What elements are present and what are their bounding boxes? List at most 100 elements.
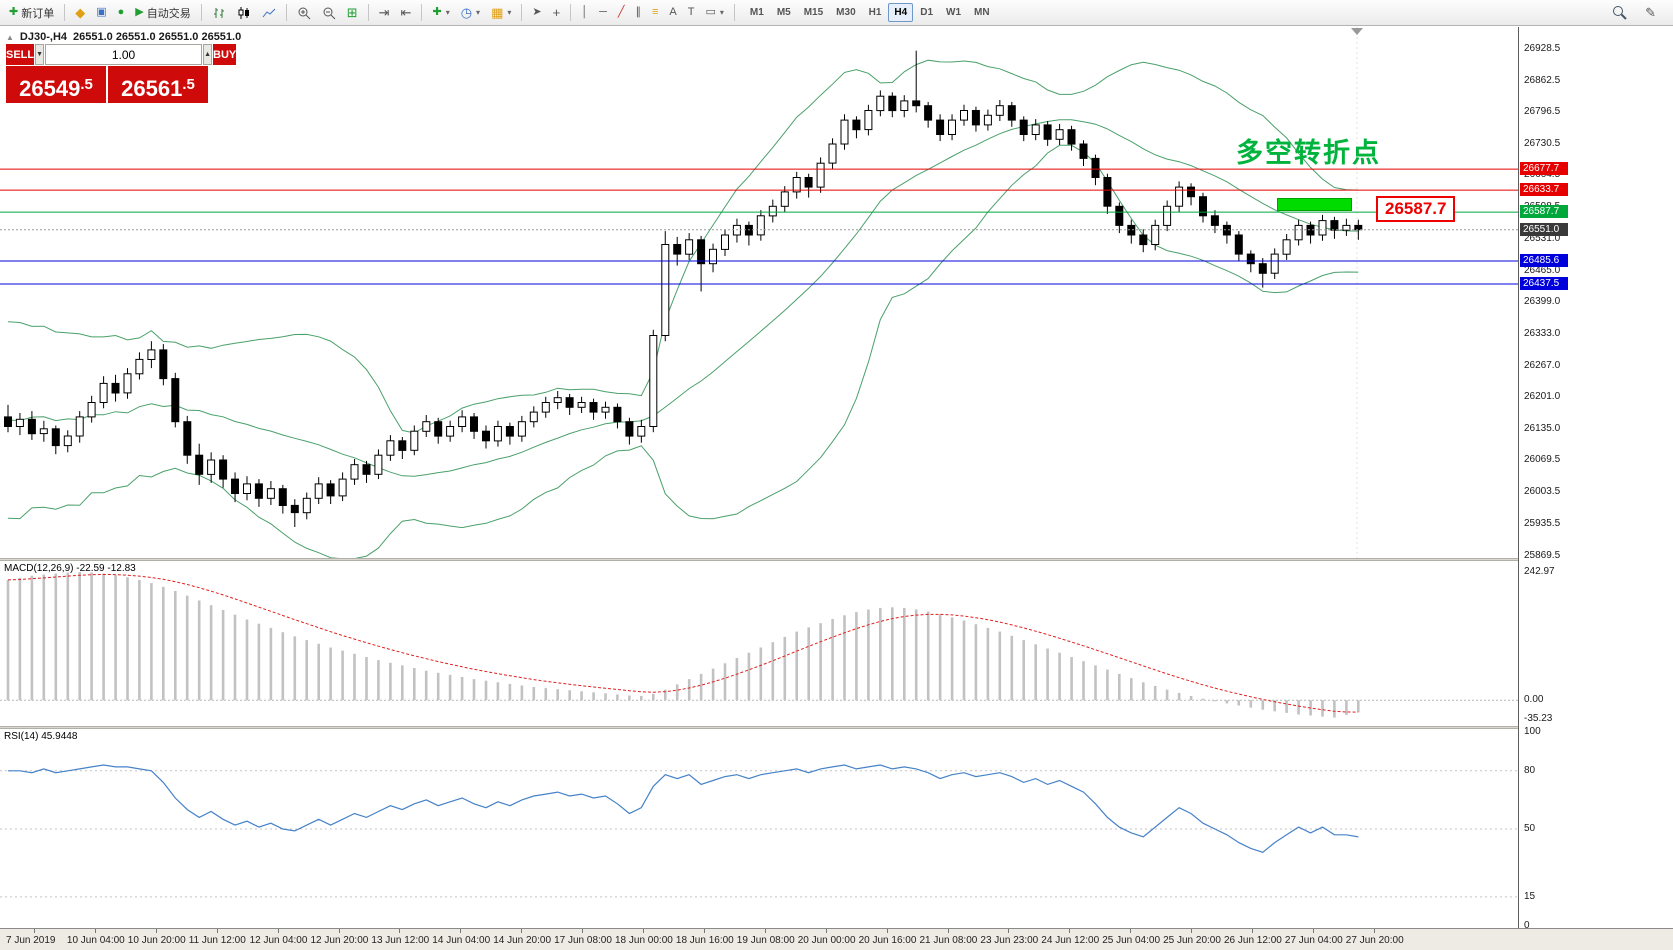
buy-price-button[interactable]: 26561.5 [108,66,208,103]
timeframe-m15[interactable]: M15 [803,7,824,18]
time-axis-label: 27 Jun 20:00 [1345,935,1404,946]
trendline-button[interactable]: ╱ [613,2,630,24]
label-tool-button[interactable]: T [683,2,700,24]
zoom-out-button[interactable] [317,2,341,24]
cursor-button[interactable]: ➤ [527,2,546,24]
toolbar-right: ✎ [1607,2,1669,24]
shapes-button[interactable]: ▭ ▾ [700,2,728,24]
channel-button[interactable]: ∥ [630,2,646,24]
candle [995,105,1004,116]
horizontal-line-button[interactable]: ─ [594,2,612,24]
community-button[interactable]: ● [113,2,130,24]
candle [780,191,789,207]
text-tool-button[interactable]: A [664,2,681,24]
autotrading-play-icon: ▶ [135,6,144,18]
candle [983,114,992,126]
sell-button[interactable]: SELL [6,44,35,65]
crosshair-button[interactable]: + [548,2,566,24]
sell-price-button[interactable]: 26549.5 [6,66,106,103]
price-axis[interactable]: 26928.526862.526796.526730.526664.526598… [1518,27,1673,931]
timeframe-d1[interactable]: D1 [920,7,934,18]
timeframe-h4[interactable]: H4 [888,3,914,22]
collapse-triangle-icon[interactable]: ▲ [6,32,14,42]
timeframe-m30[interactable]: M30 [836,7,856,18]
price-axis-label: 26201.0 [1524,391,1561,403]
profile-icon: ▣ [96,6,107,18]
candle [1103,177,1112,207]
time-axis-tick [1008,929,1010,933]
spin-up-icon: ▲ [204,51,211,58]
volume-increase-button[interactable]: ▲ [203,44,212,65]
panel-separator[interactable] [0,558,1673,561]
macd-label: MACD(12,26,9) -22.59 -12.83 [4,563,136,574]
crosshair-icon: + [552,5,561,20]
price-axis-label: 26267.0 [1524,359,1561,371]
buy-button[interactable]: BUY [213,44,237,65]
vertical-line-button[interactable]: │ [576,2,593,24]
candle [458,416,467,427]
zoom-in-button[interactable] [292,2,316,24]
vertical-line-icon: │ [581,6,589,18]
candlestick-chart-button[interactable] [232,2,256,24]
chart-shift-icon: ⇤ [400,5,412,20]
timeframe-m5[interactable]: M5 [776,7,791,18]
candle [756,215,765,236]
candle [1330,220,1339,231]
new-order-button[interactable]: ✚ 新订单 [4,2,59,24]
candle [183,421,192,456]
horizontal-line-icon: ─ [599,6,607,18]
candle [1270,253,1279,274]
volume-decrease-button[interactable]: ▼ [35,44,45,65]
rsi-axis-label: 80 [1524,764,1536,776]
candle [565,397,574,408]
candle [266,488,275,499]
tile-windows-button[interactable]: ⊞ [342,2,363,24]
timeframe-m1[interactable]: M1 [749,7,764,18]
candle [1294,224,1303,241]
candle [864,110,873,131]
autotrading-button[interactable]: ▶ 自动交易 [130,2,195,24]
time-axis-tick [277,929,279,933]
search-button[interactable] [1607,2,1632,24]
fibonacci-button[interactable]: ≡ [647,2,663,24]
timeframe-h1[interactable]: H1 [868,7,882,18]
candle [697,239,706,265]
candle [470,416,478,432]
auto-scroll-button[interactable]: ⇥ [374,2,395,24]
timeframe-w1[interactable]: W1 [946,7,962,18]
volume-input[interactable] [45,44,203,65]
candle [243,483,251,494]
candle [386,440,395,456]
bar-chart-button[interactable] [207,2,231,24]
time-axis[interactable]: 7 Jun 2019 10 Jun 04:00 10 Jun 20:00 11 Jun… [0,928,1673,950]
candle [39,428,48,435]
pivot-zone-rectangle[interactable] [1277,198,1352,212]
trade-panel-row1: SELL ▼ ▲ BUY [6,44,237,65]
timeframe-mn[interactable]: MN [974,7,990,18]
edit-button[interactable]: ✎ [1640,2,1661,24]
time-axis-tick [34,929,35,933]
profile-button[interactable]: ▣ [91,2,111,24]
candle [661,244,670,336]
notifications-button[interactable]: ◆ [70,2,90,24]
candle [135,358,144,375]
chevron-down-icon: ▾ [476,8,481,17]
time-axis-tick [1130,929,1132,933]
candle [721,234,729,250]
candle [1163,205,1172,226]
candle [1127,224,1136,236]
time-axis-label: 19 Jun 08:00 [736,935,795,946]
candle [314,483,323,499]
indicators-button[interactable]: ✚ ▾ [427,2,454,24]
rsi-line [8,764,1359,853]
price-axis-label: 26003.5 [1524,485,1561,497]
candle [159,349,168,380]
candle [804,177,813,188]
periods-button[interactable]: ◷ ▾ [456,2,485,24]
line-chart-button[interactable] [257,2,281,24]
panel-separator[interactable] [0,726,1673,729]
candle [649,335,658,427]
chart-shift-button[interactable]: ⇤ [396,2,417,24]
templates-button[interactable]: ▦ ▾ [486,2,516,24]
